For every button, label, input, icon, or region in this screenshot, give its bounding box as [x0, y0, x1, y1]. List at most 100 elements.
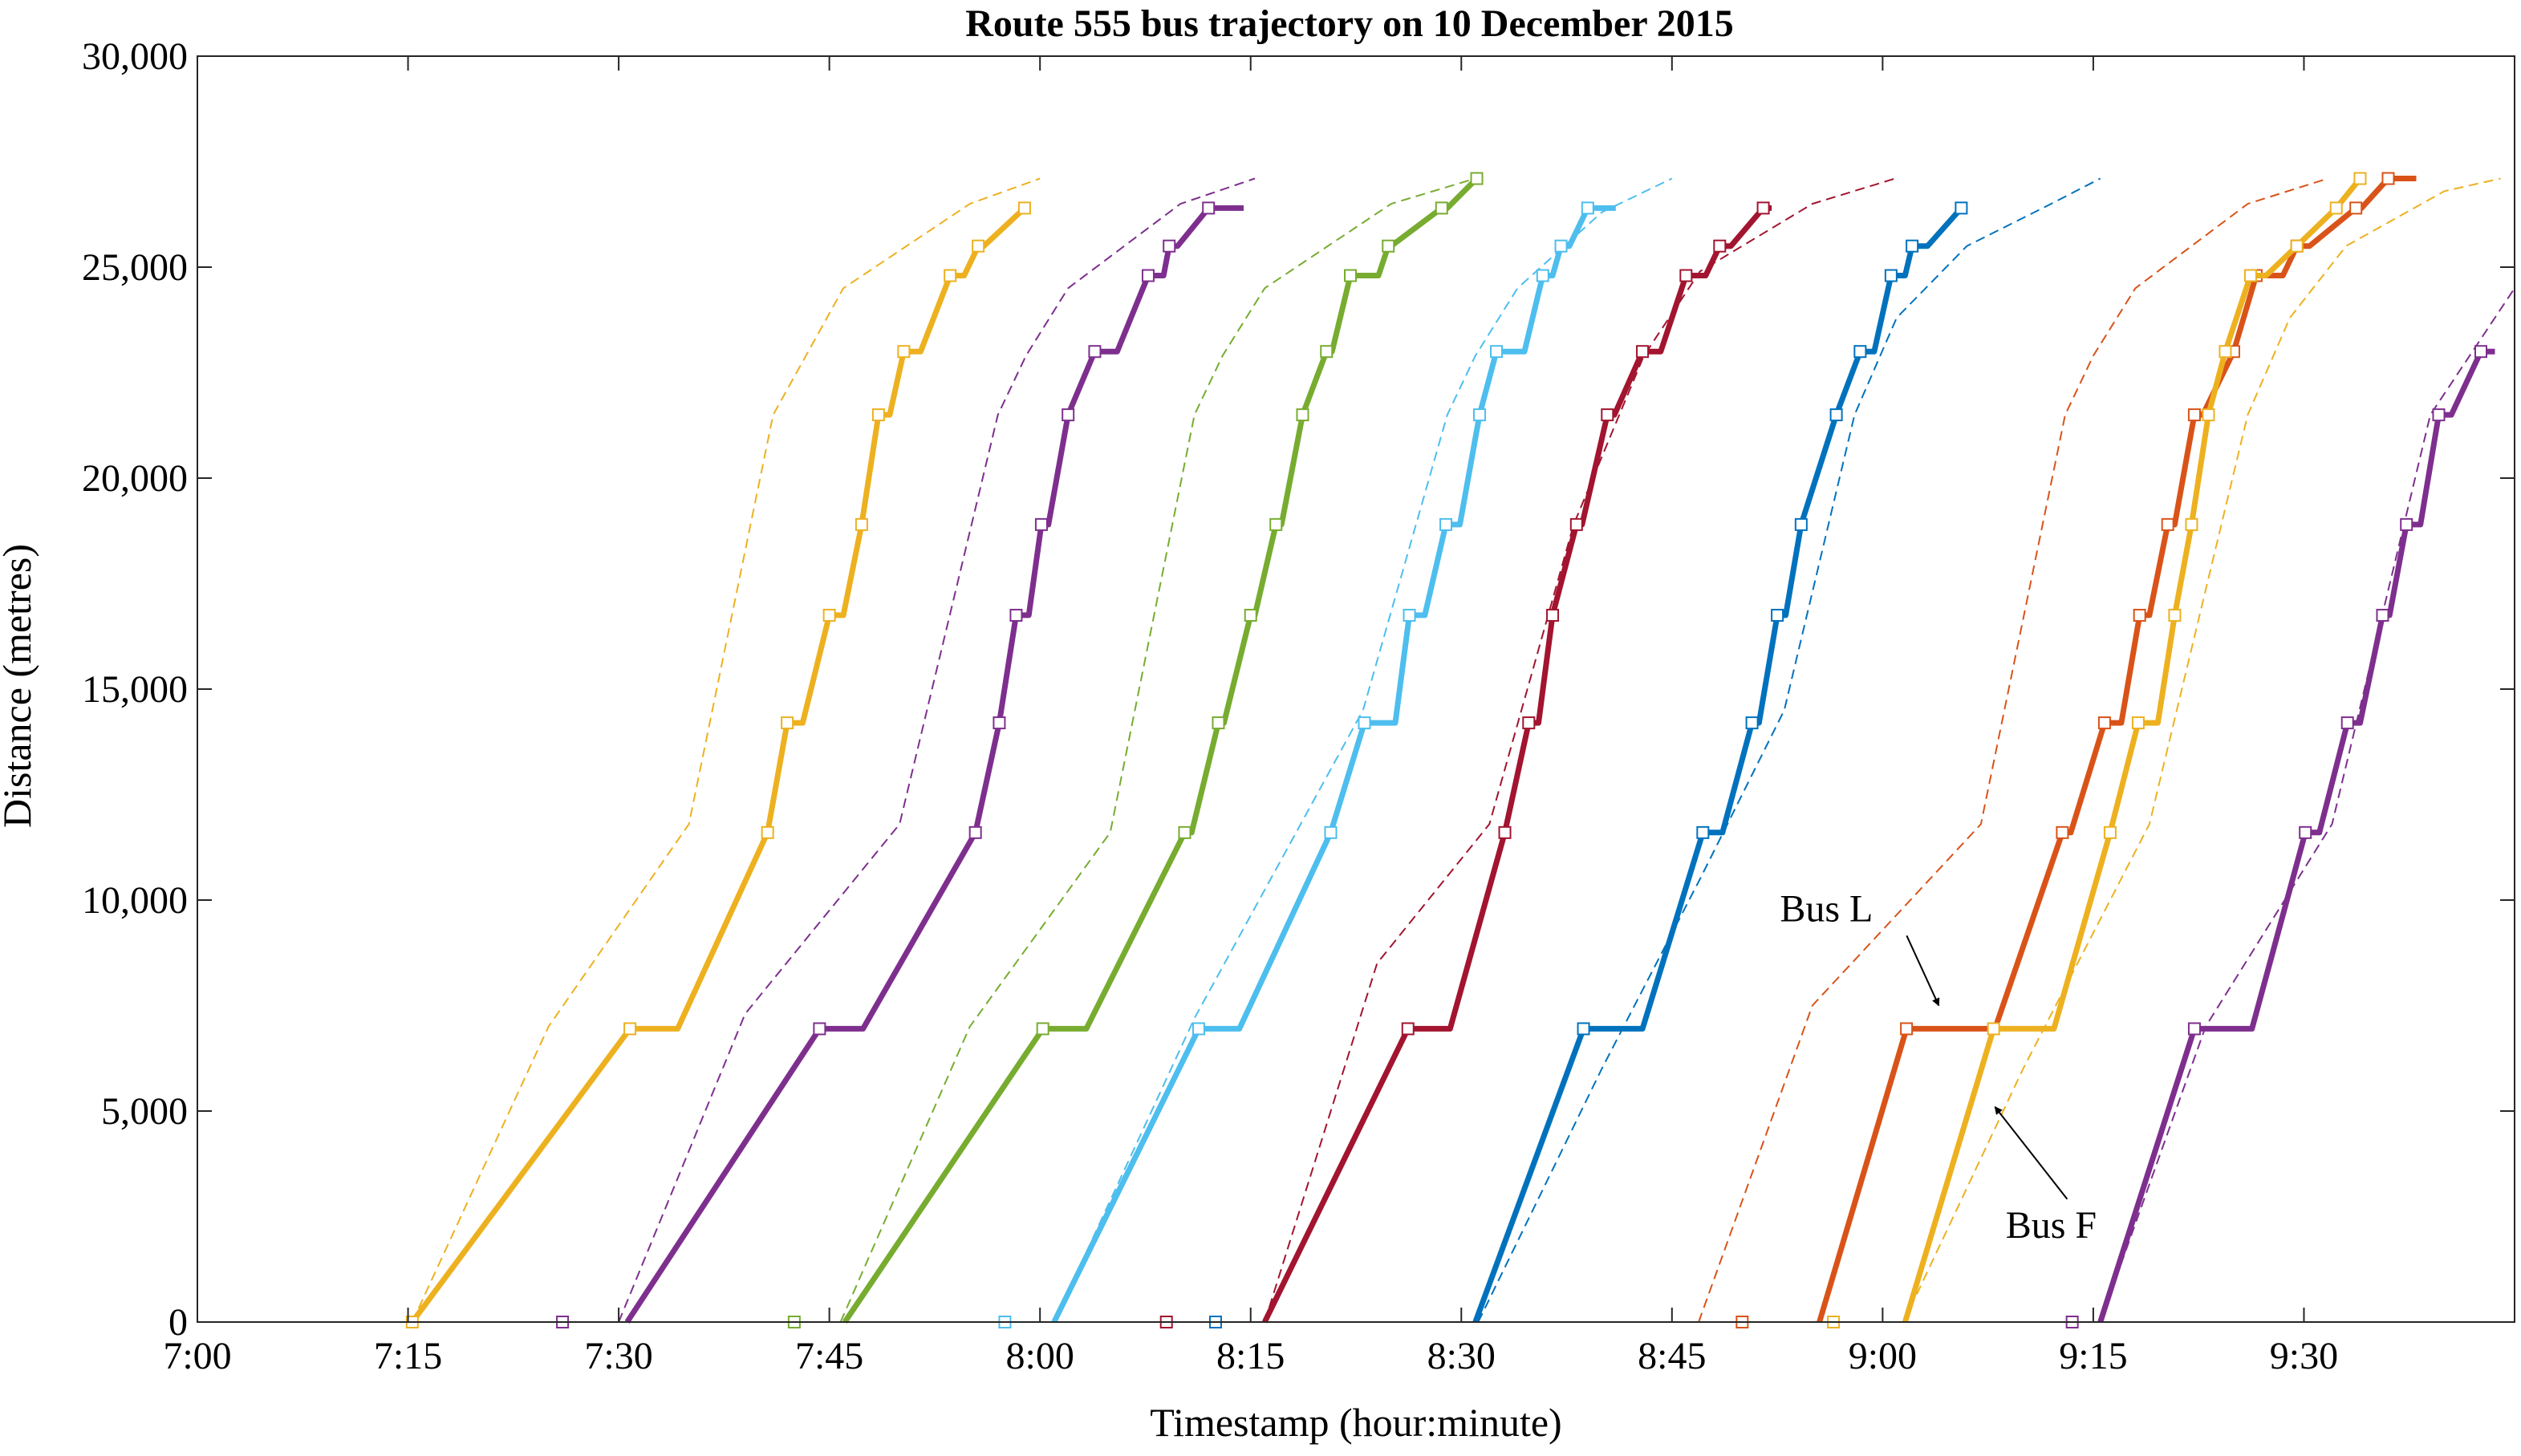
marker-3-6	[1473, 408, 1487, 422]
series-2	[787, 172, 1484, 1328]
axis-ticks: 7:00 7:15 7:30 7:45 8:00 8:15 8:30 8:45 9:00 9:15…	[82, 35, 2515, 1377]
marker-2-4	[1244, 608, 1257, 622]
x-tick-label: 9:15	[2059, 1335, 2127, 1377]
trajectory-line-1	[624, 205, 1244, 1324]
series-6	[1698, 172, 2417, 1328]
x-tick-label: 8:15	[1216, 1335, 1285, 1377]
marker-2-9	[1382, 239, 1395, 253]
marker-3-2	[1324, 825, 1338, 839]
marker-7-5	[2185, 517, 2198, 531]
y-tick-label: 0	[168, 1301, 188, 1344]
marker-5-7	[1853, 345, 1867, 359]
marker-4-8	[1679, 269, 1693, 282]
marker-6-5	[2161, 517, 2174, 531]
marker-6-11	[2381, 172, 2395, 185]
marker-1-8	[1141, 269, 1155, 282]
marker-1-3	[993, 716, 1006, 730]
marker-1-6	[1062, 408, 1075, 422]
marker-4-5	[1569, 517, 1583, 531]
marker-0-1	[623, 1022, 637, 1036]
marker-2-2	[1178, 825, 1191, 839]
x-tick-label: 7:00	[163, 1335, 231, 1377]
marker-1-5	[1034, 517, 1048, 531]
marker-0-6	[871, 408, 885, 422]
marker-0-3	[781, 716, 794, 730]
trajectory-line-5	[1472, 206, 1964, 1324]
schedule-line-8	[2099, 287, 2515, 1323]
x-tick-label: 7:45	[795, 1335, 863, 1377]
marker-5-3	[1745, 716, 1759, 730]
series-3	[998, 177, 1673, 1328]
marker-7-9	[2290, 239, 2304, 253]
annotation-label-1: Bus F	[2006, 1204, 2097, 1247]
marker-2-5	[1269, 517, 1283, 531]
x-axis-label: Timestamp (hour:minute)	[1150, 1400, 1561, 1445]
marker-4-1	[1401, 1022, 1415, 1036]
marker-7-10	[2329, 201, 2343, 215]
marker-5-5	[1794, 517, 1808, 531]
marker-1-7	[1088, 345, 1102, 359]
marker-5-1	[1577, 1022, 1590, 1036]
trajectory-line-3	[1051, 205, 1616, 1324]
marker-6-1	[1900, 1022, 1914, 1036]
x-tick-label: 8:45	[1638, 1335, 1706, 1377]
schedule-line-7	[1902, 177, 2501, 1323]
trajectory-line-7	[1902, 176, 2363, 1324]
marker-1-2	[968, 825, 982, 839]
marker-4-10	[1756, 201, 1770, 215]
marker-3-5	[1439, 517, 1453, 531]
marker-6-10	[2349, 201, 2363, 215]
marker-5-10	[1955, 201, 1968, 215]
axes-frame	[197, 55, 2515, 1323]
schedule-line-0	[411, 177, 1041, 1323]
y-tick-label: 20,000	[82, 457, 188, 500]
marker-2-6	[1296, 408, 1309, 422]
y-tick-label: 10,000	[82, 879, 188, 922]
schedule-line-1	[618, 177, 1256, 1323]
marker-4-9	[1713, 239, 1727, 253]
series-8	[2065, 287, 2515, 1328]
marker-5-8	[1884, 269, 1898, 282]
marker-7-7	[2219, 345, 2232, 359]
marker-4-2	[1498, 825, 1512, 839]
marker-7-1	[1987, 1022, 2000, 1036]
schedule-line-2	[839, 177, 1476, 1323]
marker-2-10	[1435, 201, 1448, 215]
marker-7-11	[2353, 172, 2367, 185]
marker-0-5	[855, 517, 868, 531]
marker-2-11	[1470, 172, 1484, 185]
schedule-line-3	[1053, 177, 1673, 1323]
marker-8-3	[2340, 716, 2354, 730]
trajectory-line-8	[2097, 348, 2495, 1324]
marker-4-3	[1522, 716, 1536, 730]
marker-7-3	[2131, 716, 2145, 730]
y-tick-label: 15,000	[82, 668, 188, 711]
marker-5-4	[1771, 608, 1784, 622]
marker-3-1	[1191, 1022, 1205, 1036]
marker-0-9	[972, 239, 985, 253]
marker-0-8	[944, 269, 957, 282]
marker-3-3	[1358, 716, 1371, 730]
marker-6-6	[2187, 408, 2201, 422]
trajectory-line-6	[1817, 176, 2417, 1323]
x-tick-label: 7:15	[374, 1335, 442, 1377]
marker-8-7	[2474, 345, 2487, 359]
trajectory-line-4	[1262, 205, 1772, 1324]
marker-5-9	[1906, 239, 1919, 253]
plot-area: Bus L Bus F	[405, 172, 2515, 1328]
series-0	[405, 177, 1041, 1328]
annotation-arrow-0	[1906, 935, 1940, 1007]
y-tick-label: 25,000	[82, 246, 188, 289]
marker-1-9	[1163, 239, 1176, 253]
marker-6-2	[2056, 825, 2069, 839]
marker-4-4	[1546, 608, 1560, 622]
marker-8-2	[2299, 825, 2312, 839]
marker-6-4	[2133, 608, 2146, 622]
x-tick-label: 8:00	[1006, 1335, 1074, 1377]
series-4	[1159, 177, 1896, 1328]
x-tick-label: 7:30	[584, 1335, 652, 1377]
marker-3-4	[1403, 608, 1416, 622]
marker-0-4	[822, 608, 836, 622]
marker-0-10	[1017, 201, 1031, 215]
